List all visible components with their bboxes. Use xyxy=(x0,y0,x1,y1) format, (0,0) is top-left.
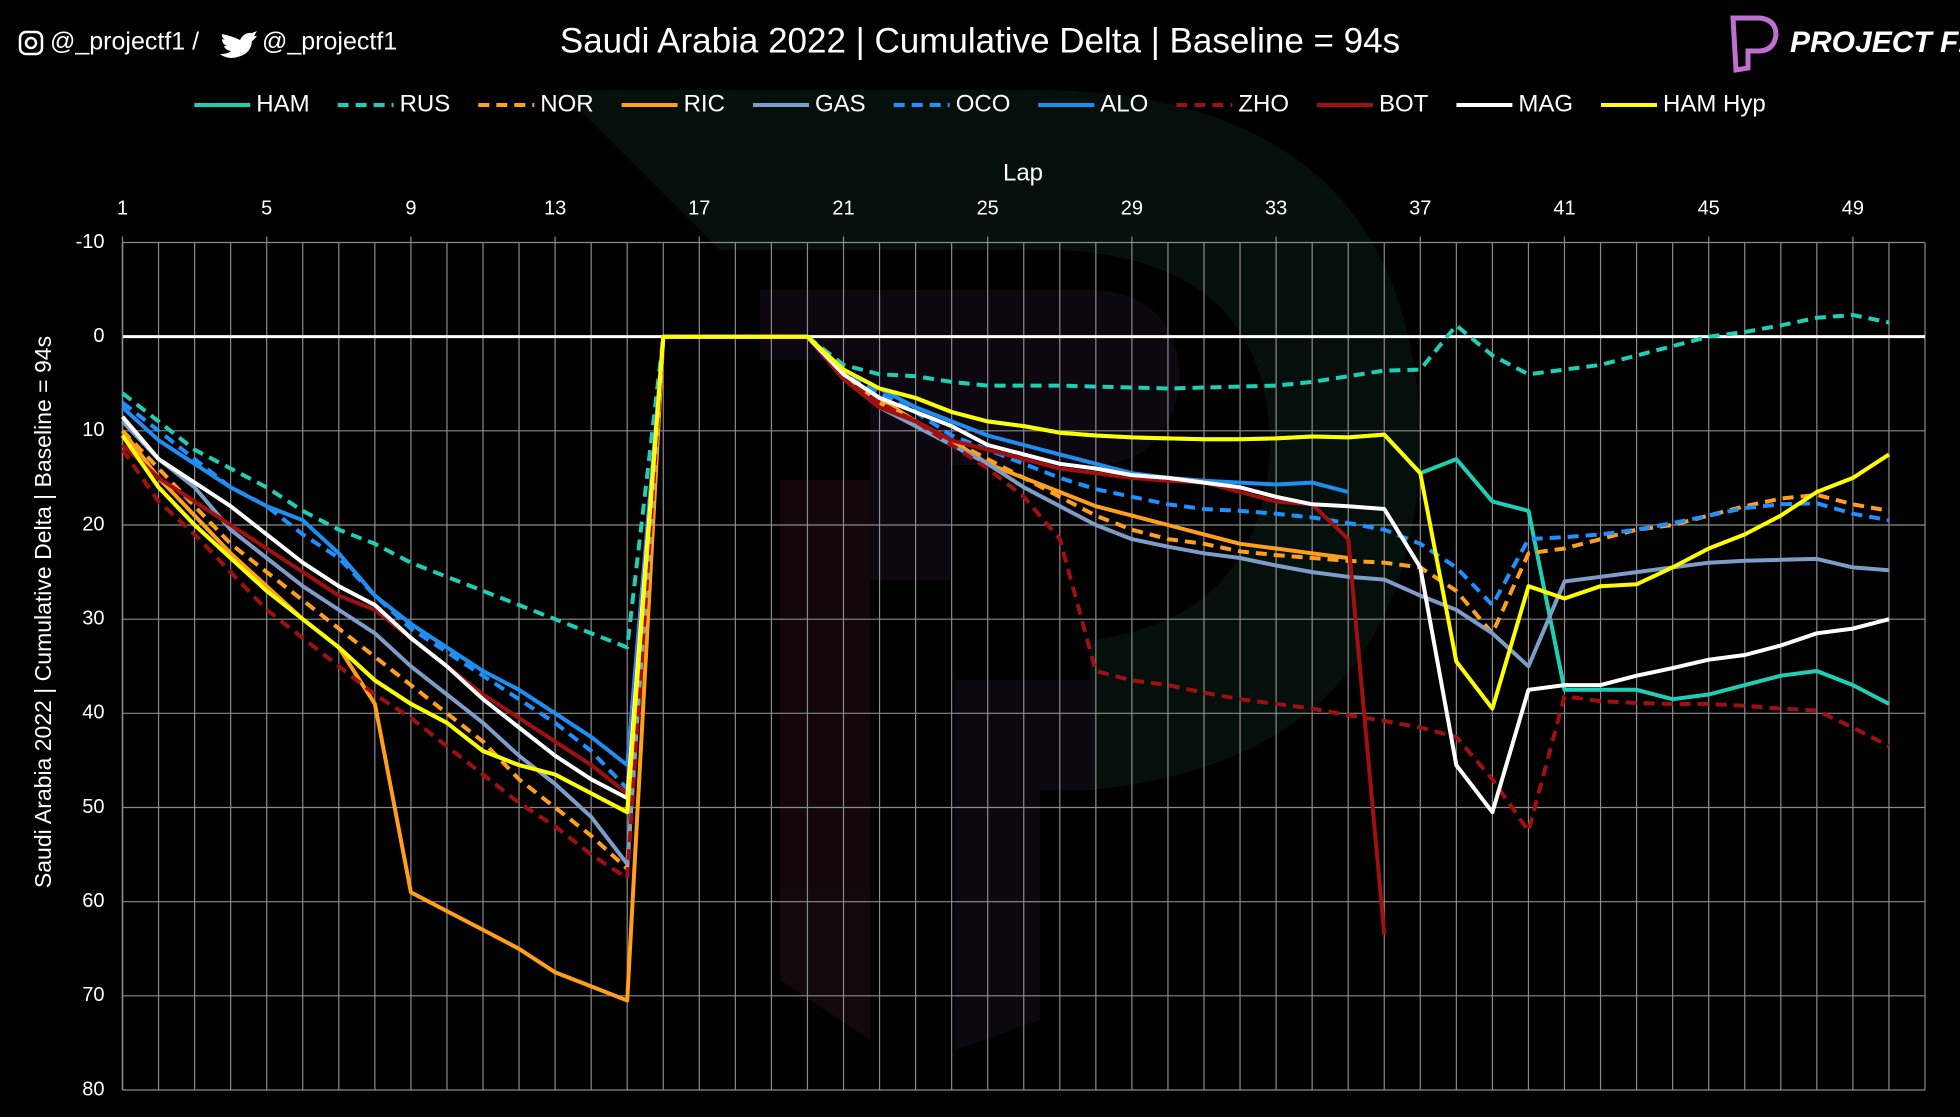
legend-item: OCO xyxy=(893,90,1011,117)
y-tick-label: 20 xyxy=(82,513,104,535)
series-line xyxy=(120,334,1890,815)
legend-item: ALO xyxy=(1038,90,1148,117)
legend-label: OCO xyxy=(956,90,1011,117)
instagram-icon-lens xyxy=(24,36,38,50)
legend-label: HAM Hyp xyxy=(1663,90,1766,117)
legend-item: ZHO xyxy=(1176,90,1289,117)
grid xyxy=(121,241,1926,1091)
x-tick-label: 37 xyxy=(1409,197,1431,219)
x-tick-label: 21 xyxy=(832,197,854,219)
x-tick-label: 33 xyxy=(1265,197,1287,219)
y-tick-label: 80 xyxy=(82,1078,104,1100)
x-tick-label: 45 xyxy=(1698,197,1720,219)
twitter-icon xyxy=(220,31,257,58)
brand-mark xyxy=(1730,15,1779,73)
legend-label: ZHO xyxy=(1238,90,1289,117)
watermark-bar xyxy=(780,480,870,1040)
legend-label: RIC xyxy=(684,90,725,117)
legend-item: MAG xyxy=(1456,90,1573,117)
y-tick-label: 60 xyxy=(82,890,104,912)
instagram-icon xyxy=(18,30,44,56)
series-line xyxy=(121,334,1890,791)
y-tick-label: 10 xyxy=(82,419,104,441)
legend-item: HAM Hyp xyxy=(1601,90,1766,117)
series-line xyxy=(121,334,1890,871)
x-tick-label: 13 xyxy=(544,197,566,219)
social-icons xyxy=(18,30,257,58)
x-tick-label: 41 xyxy=(1553,197,1575,219)
x-tick-label: 17 xyxy=(688,197,710,219)
legend-item: GAS xyxy=(753,90,866,117)
legend-label: BOT xyxy=(1379,90,1429,117)
series-line xyxy=(121,334,1890,866)
legend-label: MAG xyxy=(1518,90,1573,117)
watermark-d xyxy=(560,90,1420,790)
legend-item: HAM xyxy=(194,90,310,117)
series-line xyxy=(120,334,1891,815)
series-lines xyxy=(120,313,1891,1003)
legend-label: GAS xyxy=(815,90,866,117)
x-tick-label: 1 xyxy=(117,197,128,219)
y-tick-label: 30 xyxy=(82,607,104,629)
x-tick-label: 29 xyxy=(1121,197,1143,219)
brand-logo xyxy=(1730,15,1779,73)
x-tick-label: 49 xyxy=(1842,197,1864,219)
handle: @_projectf1 / xyxy=(50,28,199,56)
x-tick-label: 5 xyxy=(261,197,272,219)
brand: PROJECT F1 xyxy=(1790,26,1960,59)
chart-title: Saudi Arabia 2022 | Cumulative Delta | B… xyxy=(560,21,1400,60)
y-tick-label: 0 xyxy=(93,325,104,347)
legend-label: ALO xyxy=(1100,90,1148,117)
legend-item: NOR xyxy=(478,90,594,117)
x-tick-label: 9 xyxy=(405,197,416,219)
legend-item: BOT xyxy=(1317,90,1429,117)
legend-label: NOR xyxy=(540,90,593,117)
x-tick-label: 25 xyxy=(977,197,999,219)
legend: HAM RUS NOR RIC GAS OCO ALO ZHO BOT MAG HAM Hyp xyxy=(194,90,1766,117)
y-tick-label: 40 xyxy=(82,702,104,724)
series-line xyxy=(121,313,1890,650)
x-axis-label: Lap xyxy=(1003,159,1043,186)
legend-item: RUS xyxy=(337,90,451,117)
y-axis-label: Saudi Arabia 2022 | Cumulative Delta | B… xyxy=(30,336,56,888)
legend-label: HAM xyxy=(256,90,309,117)
y-tick-label: 50 xyxy=(82,796,104,818)
watermark-bar xyxy=(955,680,1090,1050)
handle: @_projectf1 xyxy=(262,28,397,56)
y-tick-label: -10 xyxy=(76,231,105,253)
legend-item: RIC xyxy=(621,90,725,117)
y-tick-label: 70 xyxy=(82,984,104,1006)
series-line xyxy=(120,334,1890,881)
legend-label: RUS xyxy=(400,90,451,117)
